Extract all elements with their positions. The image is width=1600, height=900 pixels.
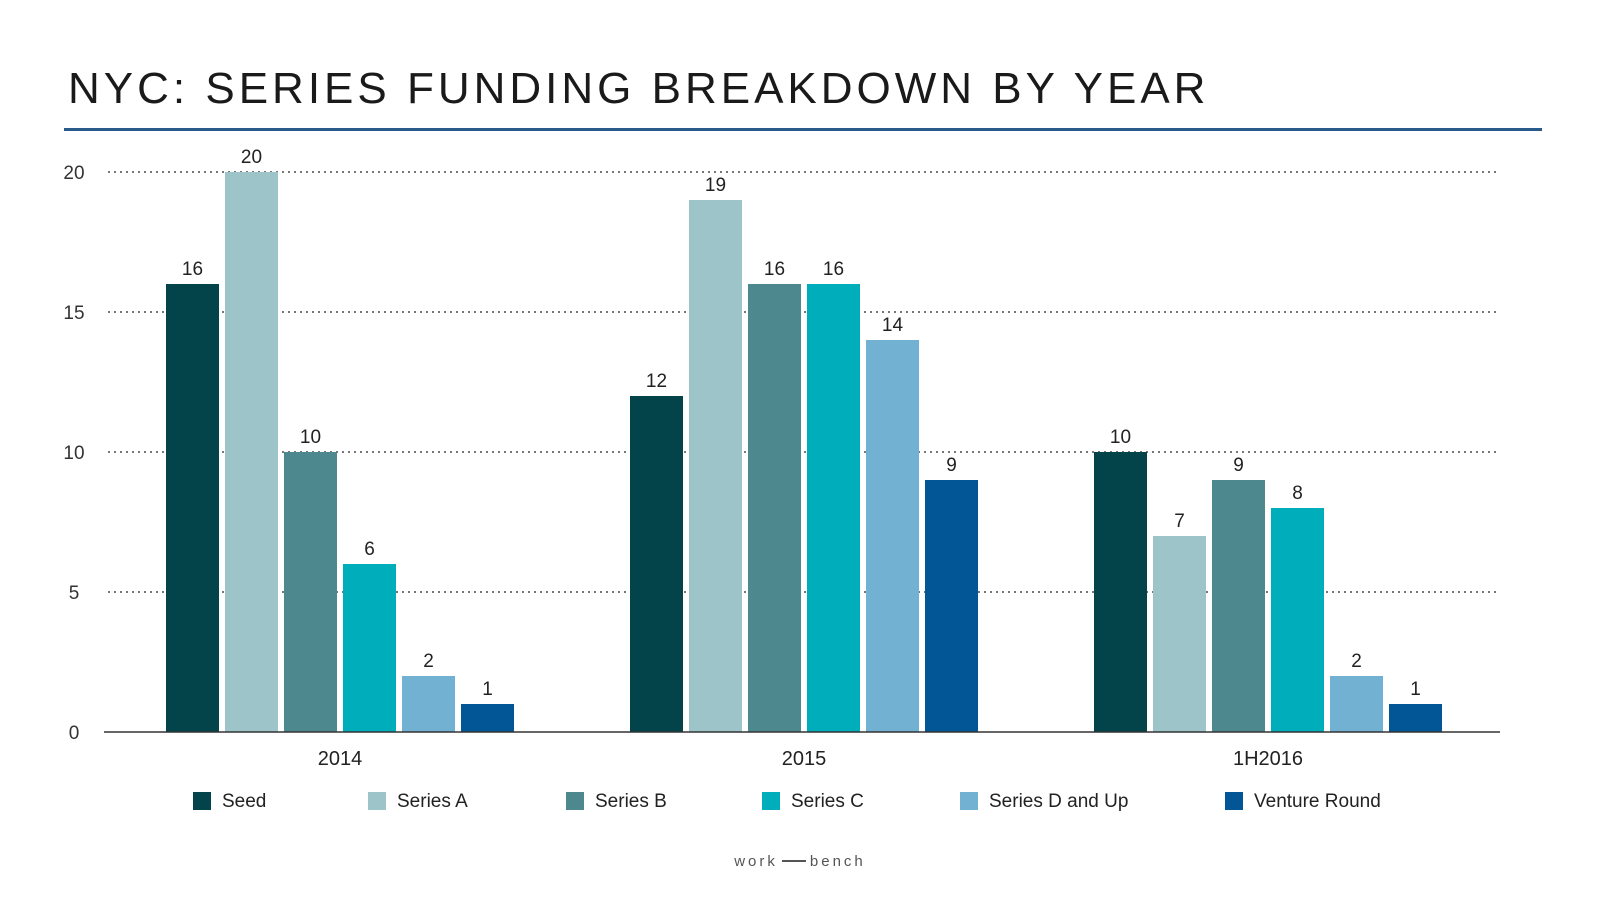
bar-1H2016-series-c <box>1271 508 1324 732</box>
gridlines <box>108 171 1500 593</box>
x-tick-label: 2014 <box>318 748 363 770</box>
y-tick-label: 0 <box>69 723 80 744</box>
bar-1H2016-series-d-and-up <box>1330 676 1383 732</box>
value-label: 2 <box>1351 651 1362 672</box>
bar-2015-series-d-and-up <box>866 340 919 732</box>
logo-right-text: bench <box>809 853 866 870</box>
value-label: 6 <box>364 539 375 560</box>
legend-label: Series A <box>397 791 468 812</box>
legend-swatch <box>762 792 780 810</box>
title-rule <box>64 128 1542 131</box>
y-tick-label: 15 <box>63 303 84 324</box>
y-tick-label: 20 <box>63 163 84 184</box>
bar-2014-series-b <box>284 452 337 732</box>
bar-2014-venture-round <box>461 704 514 732</box>
legend-label: Series C <box>791 791 864 812</box>
bar-1H2016-venture-round <box>1389 704 1442 732</box>
value-label: 10 <box>1110 427 1131 448</box>
value-label: 12 <box>646 371 667 392</box>
value-label: 2 <box>423 651 434 672</box>
logo-dash <box>781 859 806 862</box>
bars <box>166 172 1442 732</box>
value-label: 16 <box>764 259 785 280</box>
x-tick-label: 1H2016 <box>1233 748 1303 770</box>
value-label: 20 <box>241 147 262 168</box>
legend: Seed Series A Series B Series C Series D and… <box>193 791 1381 812</box>
value-label: 1 <box>1410 679 1421 700</box>
legend-swatch <box>566 792 584 810</box>
legend-swatch <box>1225 792 1243 810</box>
bar-1H2016-seed <box>1094 452 1147 732</box>
bar-2014-series-a <box>225 172 278 732</box>
value-label: 1 <box>482 679 493 700</box>
bar-2015-series-b <box>748 284 801 732</box>
value-label: 14 <box>882 315 904 336</box>
x-axis: 2014 2015 1H2016 <box>104 731 1500 770</box>
legend-label: Seed <box>222 791 266 812</box>
value-label: 8 <box>1292 483 1303 504</box>
value-label: 16 <box>823 259 844 280</box>
bar-2014-seed <box>166 284 219 732</box>
legend-label: Venture Round <box>1254 791 1381 812</box>
value-label: 19 <box>705 175 726 196</box>
legend-swatch <box>193 792 211 810</box>
value-label: 10 <box>300 427 321 448</box>
value-labels: 16 20 10 6 2 1 12 19 16 16 14 9 10 7 9 8 2 1 <box>182 147 1421 700</box>
bar-1H2016-series-b <box>1212 480 1265 732</box>
bar-2015-seed <box>630 396 683 732</box>
bar-2014-series-d-and-up <box>402 676 455 732</box>
legend-label: Series B <box>595 791 667 812</box>
workbench-logo: work bench <box>0 853 1600 870</box>
bar-2014-series-c <box>343 564 396 732</box>
y-tick-label: 10 <box>63 443 84 464</box>
value-label: 16 <box>182 259 203 280</box>
value-label: 9 <box>946 455 957 476</box>
bar-2015-venture-round <box>925 480 978 732</box>
x-tick-label: 2015 <box>782 748 827 770</box>
logo-left-text: work <box>734 853 778 870</box>
bar-2015-series-c <box>807 284 860 732</box>
bar-1H2016-series-a <box>1153 536 1206 732</box>
value-label: 9 <box>1233 455 1244 476</box>
y-tick-label: 5 <box>69 583 80 604</box>
legend-label: Series D and Up <box>989 791 1128 812</box>
legend-swatch <box>368 792 386 810</box>
y-axis-ticks: 0 5 10 15 20 <box>63 163 84 744</box>
chart-title: NYC: SERIES FUNDING BREAKDOWN BY YEAR <box>68 64 1210 113</box>
bar-2015-series-a <box>689 200 742 732</box>
legend-swatch <box>960 792 978 810</box>
value-label: 7 <box>1174 511 1185 532</box>
